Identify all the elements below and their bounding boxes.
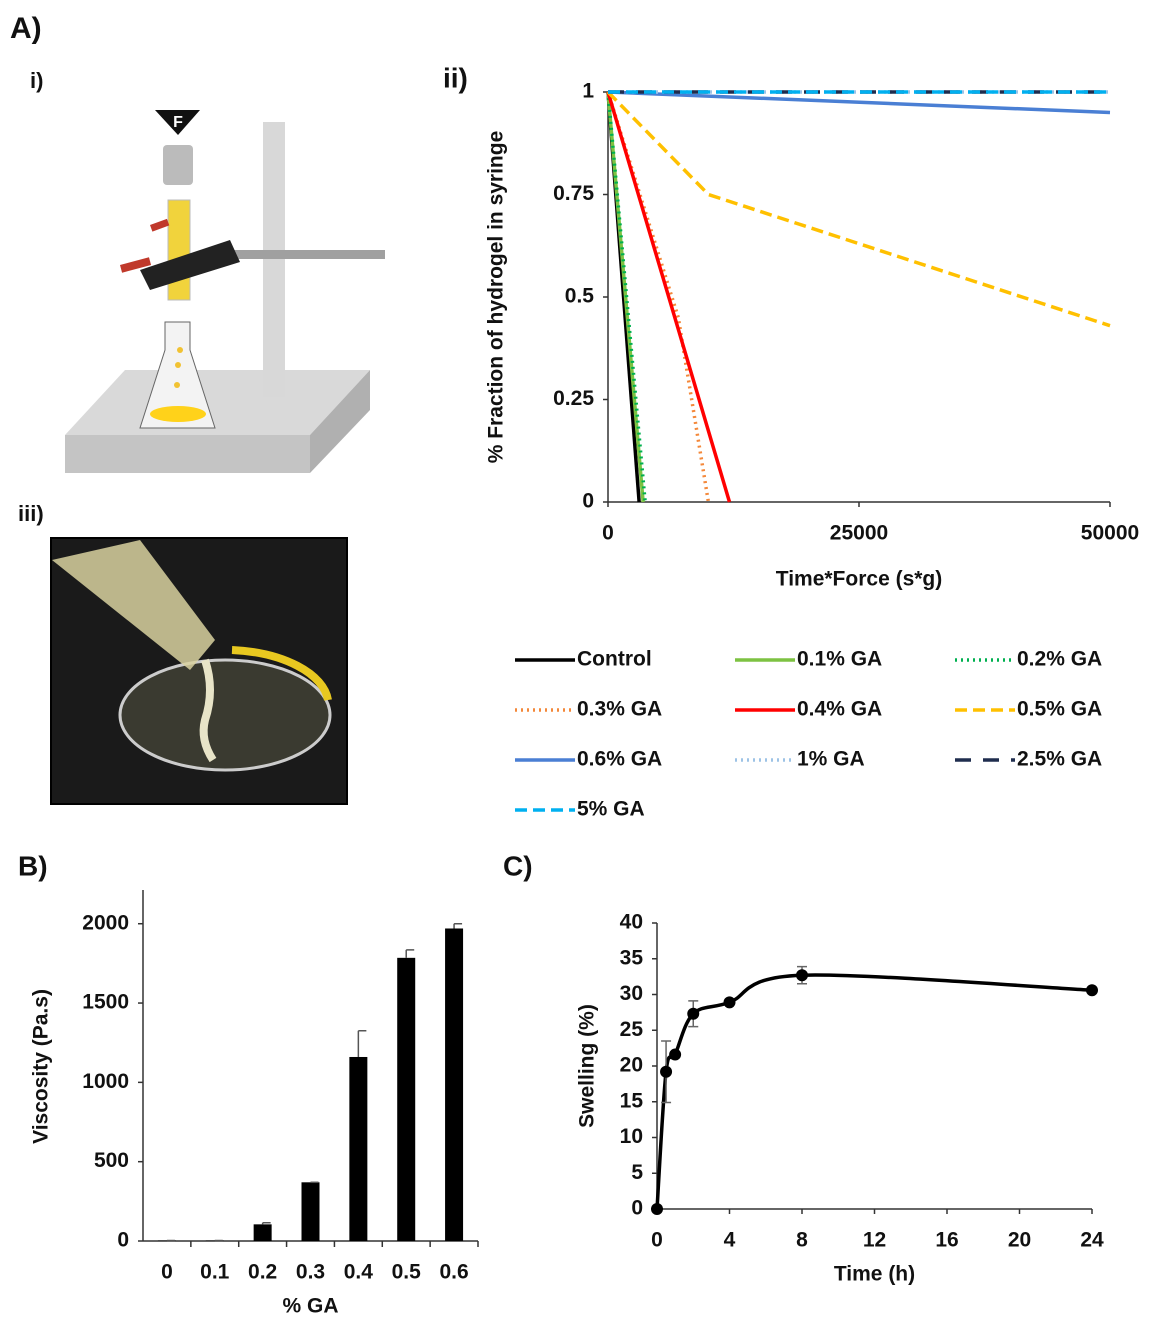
x-tick-label: 20 <box>1008 1229 1031 1252</box>
x-tick-label: 12 <box>863 1229 886 1252</box>
y-tick-label: 30 <box>620 982 643 1005</box>
y-tick-label: 500 <box>94 1149 129 1172</box>
series-line <box>608 92 1110 113</box>
photo <box>51 538 347 804</box>
panel-label: C) <box>503 850 533 881</box>
legend-label: 1% GA <box>797 748 865 771</box>
bar <box>302 1182 320 1241</box>
y-axis-label: % Fraction of hydrogel in syringe <box>485 131 508 464</box>
y-axis-label: Viscosity (Pa.s) <box>30 989 53 1144</box>
y-axis-label: Swelling (%) <box>576 1004 599 1128</box>
legend-label: 5% GA <box>577 798 645 821</box>
legend-label: 0.6% GA <box>577 748 662 771</box>
y-tick-label: 0 <box>582 490 594 513</box>
y-tick-label: 5 <box>631 1161 643 1184</box>
x-tick-label: 8 <box>796 1229 808 1252</box>
x-tick-label: 0.2 <box>248 1261 277 1284</box>
force-label: F <box>173 114 183 131</box>
y-tick-label: 2000 <box>82 911 129 934</box>
x-tick-label: 0.1 <box>200 1261 230 1284</box>
y-tick-label: 35 <box>620 946 644 969</box>
bar <box>254 1224 272 1241</box>
x-tick-label: 25000 <box>830 522 888 545</box>
y-tick-label: 0.75 <box>553 182 594 205</box>
point <box>660 1066 672 1078</box>
legend-label: 0.2% GA <box>1017 648 1102 671</box>
x-tick-label: 0.5 <box>392 1261 422 1284</box>
legend-label: 0.5% GA <box>1017 698 1102 721</box>
y-tick-label: 0.5 <box>565 285 595 308</box>
point <box>687 1008 699 1020</box>
x-tick-label: 0.6 <box>439 1261 468 1284</box>
panel-label: A) <box>10 12 42 45</box>
error-bar <box>263 1223 271 1225</box>
y-tick-label: 15 <box>620 1089 644 1112</box>
x-tick-label: 0 <box>651 1229 663 1252</box>
y-tick-label: 10 <box>620 1125 643 1148</box>
x-tick-label: 0.4 <box>344 1261 374 1284</box>
series-line <box>608 92 1110 326</box>
y-tick-label: 20 <box>620 1054 643 1077</box>
bar <box>397 958 415 1241</box>
panel-label: B) <box>18 850 48 881</box>
point <box>669 1049 681 1061</box>
apparatus-illustration: F <box>65 110 385 473</box>
x-tick-label: 0 <box>602 522 614 545</box>
x-axis-label: % GA <box>282 1295 338 1318</box>
x-tick-label: 0.3 <box>296 1261 325 1284</box>
y-tick-label: 1500 <box>82 991 129 1014</box>
panel-label: iii) <box>18 501 44 526</box>
x-tick-label: 50000 <box>1081 522 1139 545</box>
x-tick-label: 16 <box>935 1229 958 1252</box>
legend-label: 0.1% GA <box>797 648 882 671</box>
legend-label: 0.3% GA <box>577 698 662 721</box>
legend-label: 2.5% GA <box>1017 748 1102 771</box>
y-tick-label: 0 <box>631 1197 643 1220</box>
error-bar <box>454 924 462 929</box>
point <box>651 1203 663 1215</box>
legend-label: Control <box>577 648 652 671</box>
legend-label: 0.4% GA <box>797 698 882 721</box>
point <box>724 996 736 1008</box>
y-tick-label: 0.25 <box>553 387 594 410</box>
y-tick-label: 25 <box>620 1018 644 1041</box>
x-axis-label: Time (h) <box>834 1263 915 1286</box>
panel-label: ii) <box>443 62 468 93</box>
x-tick-label: 0 <box>161 1261 173 1284</box>
series-line <box>657 975 1092 1209</box>
panel-label: i) <box>30 68 43 93</box>
error-bar <box>358 1031 366 1057</box>
x-axis-label: Time*Force (s*g) <box>776 568 943 591</box>
y-tick-label: 1000 <box>82 1070 129 1093</box>
bar <box>445 928 463 1241</box>
bar <box>349 1057 367 1241</box>
error-bar <box>406 950 414 958</box>
y-tick-label: 0 <box>117 1229 129 1252</box>
x-tick-label: 24 <box>1080 1229 1104 1252</box>
point <box>796 969 808 981</box>
y-tick-label: 1 <box>582 80 594 103</box>
x-tick-label: 4 <box>724 1229 736 1252</box>
point <box>1086 984 1098 996</box>
y-tick-label: 40 <box>620 911 643 934</box>
